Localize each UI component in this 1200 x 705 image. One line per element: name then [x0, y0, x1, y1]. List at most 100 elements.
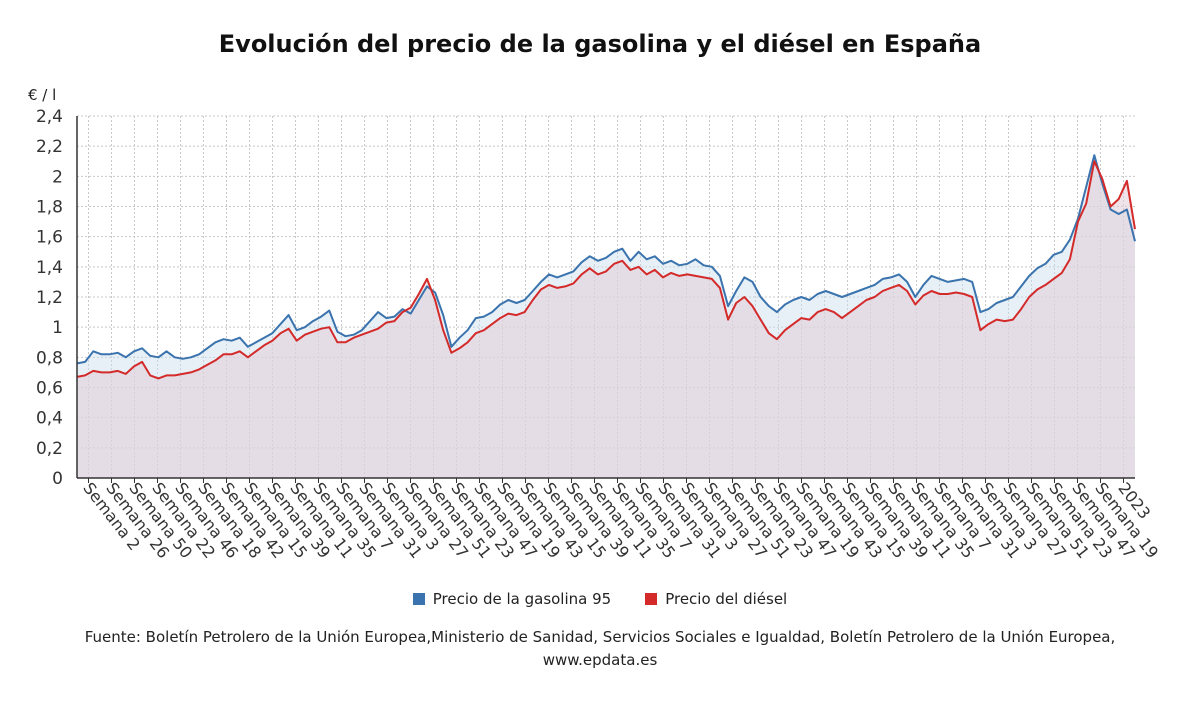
data-point-gasolina: [141, 347, 143, 349]
data-point-diesel: [133, 365, 135, 367]
data-point-gasolina: [1044, 263, 1046, 265]
data-point-gasolina: [393, 315, 395, 317]
data-point-diesel: [873, 296, 875, 298]
data-point-diesel: [1012, 318, 1014, 320]
y-tick-label: 0,4: [36, 409, 63, 429]
y-tick-label: 2: [52, 167, 63, 187]
data-point-gasolina: [377, 311, 379, 313]
data-point-gasolina: [654, 255, 656, 257]
data-point-gasolina: [1085, 186, 1087, 188]
data-point-diesel: [458, 347, 460, 349]
data-point-gasolina: [833, 293, 835, 295]
data-point-gasolina: [979, 311, 981, 313]
data-point-gasolina: [800, 296, 802, 298]
data-point-diesel: [776, 338, 778, 340]
data-point-diesel: [580, 273, 582, 275]
data-point-diesel: [686, 273, 688, 275]
legend: Precio de la gasolina 95 Precio del diés…: [0, 590, 1200, 608]
data-point-gasolina: [247, 346, 249, 348]
data-point-gasolina: [523, 299, 525, 301]
data-point-diesel: [857, 305, 859, 307]
data-point-diesel: [515, 314, 517, 316]
data-point-diesel: [589, 267, 591, 269]
data-point-gasolina: [939, 278, 941, 280]
data-point-diesel: [328, 326, 330, 328]
data-point-diesel: [84, 374, 86, 376]
data-point-gasolina: [556, 276, 558, 278]
data-point-diesel: [694, 275, 696, 277]
data-point-gasolina: [1093, 154, 1095, 156]
data-point-gasolina: [458, 337, 460, 339]
data-point-diesel: [287, 328, 289, 330]
data-point-diesel: [906, 290, 908, 292]
data-point-diesel: [1061, 272, 1063, 274]
data-point-diesel: [507, 312, 509, 314]
data-point-diesel: [426, 278, 428, 280]
data-point-gasolina: [906, 281, 908, 283]
legend-label-diesel: Precio del diésel: [665, 590, 788, 608]
data-point-diesel: [108, 371, 110, 373]
data-point-gasolina: [263, 337, 265, 339]
data-point-diesel: [1036, 288, 1038, 290]
data-point-gasolina: [564, 273, 566, 275]
data-point-gasolina: [149, 355, 151, 357]
data-point-gasolina: [849, 293, 851, 295]
data-point-gasolina: [784, 303, 786, 305]
data-point-gasolina: [882, 278, 884, 280]
data-point-diesel: [1085, 202, 1087, 204]
data-point-diesel: [483, 329, 485, 331]
data-point-diesel: [816, 311, 818, 313]
data-point-diesel: [719, 287, 721, 289]
y-tick-label: 2,4: [36, 107, 63, 127]
data-point-gasolina: [442, 314, 444, 316]
data-point-gasolina: [694, 258, 696, 260]
y-tick-label: 0: [52, 469, 63, 489]
data-point-diesel: [222, 353, 224, 355]
data-point-gasolina: [865, 287, 867, 289]
data-point-gasolina: [971, 281, 973, 283]
legend-item-diesel[interactable]: Precio del diésel: [645, 590, 787, 608]
data-point-gasolina: [287, 314, 289, 316]
data-point-gasolina: [727, 305, 729, 307]
source-text: Fuente: Boletín Petrolero de la Unión Eu…: [84, 628, 1116, 646]
data-point-diesel: [572, 282, 574, 284]
data-point-gasolina: [678, 264, 680, 266]
data-point-gasolina: [385, 317, 387, 319]
source-link[interactable]: www.epdata.es: [542, 651, 658, 669]
data-point-gasolina: [646, 258, 648, 260]
data-point-gasolina: [548, 273, 550, 275]
data-point-gasolina: [255, 341, 257, 343]
data-point-diesel: [987, 323, 989, 325]
data-point-gasolina: [1020, 285, 1022, 287]
data-point-diesel: [344, 341, 346, 343]
data-point-diesel: [735, 302, 737, 304]
data-point-gasolina: [174, 356, 176, 358]
data-point-diesel: [1020, 308, 1022, 310]
data-point-gasolina: [426, 285, 428, 287]
data-point-diesel: [662, 276, 664, 278]
data-point-gasolina: [1028, 275, 1030, 277]
data-point-diesel: [475, 332, 477, 334]
legend-item-gasolina[interactable]: Precio de la gasolina 95: [412, 590, 611, 608]
data-point-gasolina: [825, 290, 827, 292]
data-point-diesel: [711, 278, 713, 280]
data-point-diesel: [727, 318, 729, 320]
data-point-gasolina: [808, 299, 810, 301]
data-point-diesel: [450, 352, 452, 354]
data-point-gasolina: [759, 296, 761, 298]
data-point-diesel: [971, 296, 973, 298]
data-point-diesel: [174, 374, 176, 376]
data-point-gasolina: [743, 276, 745, 278]
data-point-gasolina: [719, 275, 721, 277]
data-point-diesel: [800, 317, 802, 319]
data-point-diesel: [751, 305, 753, 307]
data-point-gasolina: [466, 329, 468, 331]
y-tick-label: 1,4: [36, 258, 63, 278]
data-point-diesel: [597, 273, 599, 275]
data-point-gasolina: [499, 303, 501, 305]
data-point-diesel: [214, 359, 216, 361]
data-point-diesel: [271, 340, 273, 342]
data-point-gasolina: [613, 251, 615, 253]
data-point-diesel: [157, 377, 159, 379]
